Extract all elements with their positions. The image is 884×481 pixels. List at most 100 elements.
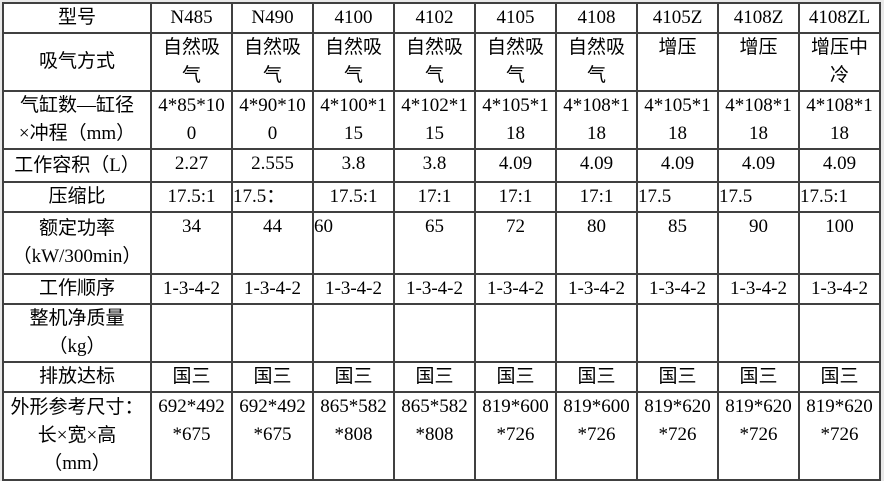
table-row-displacement: 工作容积（L） 2.27 2.555 3.8 3.8 4.09 4.09 4.0… (2, 148, 881, 183)
dimensions-cell: 819*620 *726 (636, 391, 719, 481)
compression-cell: 17:1 (474, 181, 557, 213)
intake-cell: 自然吸 气 (312, 32, 395, 92)
row-label-firing-order: 工作顺序 (2, 273, 152, 305)
dimensions-cell: 865*582 *808 (393, 391, 476, 481)
compression-cell: 17.5:1 (312, 181, 395, 213)
intake-cell: 自然吸 气 (474, 32, 557, 92)
net-weight-cell (555, 303, 638, 363)
bore-stroke-cell: 4*108*1 18 (798, 90, 881, 150)
model-cell: 4108 (555, 2, 638, 34)
compression-cell: 17:1 (555, 181, 638, 213)
bore-stroke-cell: 4*105*1 18 (474, 90, 557, 150)
intake-cell: 自然吸 气 (231, 32, 314, 92)
dimensions-cell: 692*492 *675 (150, 391, 233, 481)
model-cell: 4102 (393, 2, 476, 34)
compression-cell: 17.5： (231, 181, 314, 213)
bore-stroke-cell: 4*102*1 15 (393, 90, 476, 150)
rated-power-cell: 72 (474, 211, 557, 275)
table-row-net-weight: 整机净质量 （kg） (2, 303, 881, 363)
row-label-emission: 排放达标 (2, 361, 152, 393)
emission-cell: 国三 (150, 361, 233, 393)
intake-cell: 增压中 冷 (798, 32, 881, 92)
emission-cell: 国三 (798, 361, 881, 393)
row-label-dimensions: 外形参考尺寸： 长×宽×高 （mm） (2, 391, 152, 481)
model-cell: 4100 (312, 2, 395, 34)
emission-cell: 国三 (555, 361, 638, 393)
bore-stroke-cell: 4*85*10 0 (150, 90, 233, 150)
intake-cell: 增压 (636, 32, 719, 92)
bore-stroke-cell: 4*100*1 15 (312, 90, 395, 150)
dimensions-cell: 819*620 *726 (717, 391, 800, 481)
displacement-cell: 3.8 (312, 148, 395, 183)
firing-order-cell: 1-3-4-2 (555, 273, 638, 305)
dimensions-cell: 819*620 *726 (798, 391, 881, 481)
rated-power-cell: 34 (150, 211, 233, 275)
rated-power-cell: 100 (798, 211, 881, 275)
rated-power-cell: 44 (231, 211, 314, 275)
table-row-dimensions: 外形参考尺寸： 长×宽×高 （mm） 692*492 *675 692*492 … (2, 391, 881, 481)
table-row-emission: 排放达标 国三 国三 国三 国三 国三 国三 国三 国三 国三 (2, 361, 881, 393)
displacement-cell: 4.09 (636, 148, 719, 183)
displacement-cell: 4.09 (555, 148, 638, 183)
bore-stroke-cell: 4*105*1 18 (636, 90, 719, 150)
row-label-model: 型号 (2, 2, 152, 34)
displacement-cell: 2.555 (231, 148, 314, 183)
net-weight-cell (474, 303, 557, 363)
model-cell: 4108ZL (798, 2, 881, 34)
row-label-displacement: 工作容积（L） (2, 148, 152, 183)
dimensions-cell: 819*600 *726 (474, 391, 557, 481)
firing-order-cell: 1-3-4-2 (798, 273, 881, 305)
displacement-cell: 4.09 (798, 148, 881, 183)
emission-cell: 国三 (717, 361, 800, 393)
row-label-rated-power: 额定功率 （kW/300min） (2, 211, 152, 275)
bore-stroke-cell: 4*108*1 18 (555, 90, 638, 150)
dimensions-cell: 819*600 *726 (555, 391, 638, 481)
rated-power-cell: 90 (717, 211, 800, 275)
intake-cell: 增压 (717, 32, 800, 92)
table-row-compression: 压缩比 17.5:1 17.5： 17.5:1 17:1 17:1 17:1 1… (2, 181, 881, 213)
model-cell: N485 (150, 2, 233, 34)
firing-order-cell: 1-3-4-2 (636, 273, 719, 305)
table-row-intake: 吸气方式 自然吸 气 自然吸 气 自然吸 气 自然吸 气 自然吸 气 自然吸 气… (2, 32, 881, 92)
net-weight-cell (798, 303, 881, 363)
dimensions-cell: 692*492 *675 (231, 391, 314, 481)
emission-cell: 国三 (231, 361, 314, 393)
compression-cell: 17:1 (393, 181, 476, 213)
compression-cell: 17.5 (717, 181, 800, 213)
firing-order-cell: 1-3-4-2 (474, 273, 557, 305)
table-row-rated-power: 额定功率 （kW/300min） 34 44 60 65 72 80 85 90… (2, 211, 881, 275)
firing-order-cell: 1-3-4-2 (312, 273, 395, 305)
row-label-compression: 压缩比 (2, 181, 152, 213)
bore-stroke-cell: 4*108*1 18 (717, 90, 800, 150)
displacement-cell: 4.09 (474, 148, 557, 183)
net-weight-cell (150, 303, 233, 363)
firing-order-cell: 1-3-4-2 (150, 273, 233, 305)
rated-power-cell: 65 (393, 211, 476, 275)
row-label-intake: 吸气方式 (2, 32, 152, 92)
firing-order-cell: 1-3-4-2 (393, 273, 476, 305)
compression-cell: 17.5 (636, 181, 719, 213)
emission-cell: 国三 (312, 361, 395, 393)
model-cell: 4108Z (717, 2, 800, 34)
table-row-model: 型号 N485 N490 4100 4102 4105 4108 4105Z 4… (2, 2, 881, 34)
displacement-cell: 3.8 (393, 148, 476, 183)
row-label-bore-stroke: 气缸数—缸径 ×冲程（mm） (2, 90, 152, 150)
model-cell: 4105 (474, 2, 557, 34)
compression-cell: 17.5:1 (798, 181, 881, 213)
table-row-firing-order: 工作顺序 1-3-4-2 1-3-4-2 1-3-4-2 1-3-4-2 1-3… (2, 273, 881, 305)
model-cell: N490 (231, 2, 314, 34)
net-weight-cell (717, 303, 800, 363)
emission-cell: 国三 (393, 361, 476, 393)
net-weight-cell (393, 303, 476, 363)
table-row-bore-stroke: 气缸数—缸径 ×冲程（mm） 4*85*10 0 4*90*10 0 4*100… (2, 90, 881, 150)
emission-cell: 国三 (636, 361, 719, 393)
emission-cell: 国三 (474, 361, 557, 393)
rated-power-cell: 80 (555, 211, 638, 275)
net-weight-cell (231, 303, 314, 363)
model-cell: 4105Z (636, 2, 719, 34)
dimensions-cell: 865*582 *808 (312, 391, 395, 481)
intake-cell: 自然吸 气 (555, 32, 638, 92)
displacement-cell: 2.27 (150, 148, 233, 183)
firing-order-cell: 1-3-4-2 (231, 273, 314, 305)
